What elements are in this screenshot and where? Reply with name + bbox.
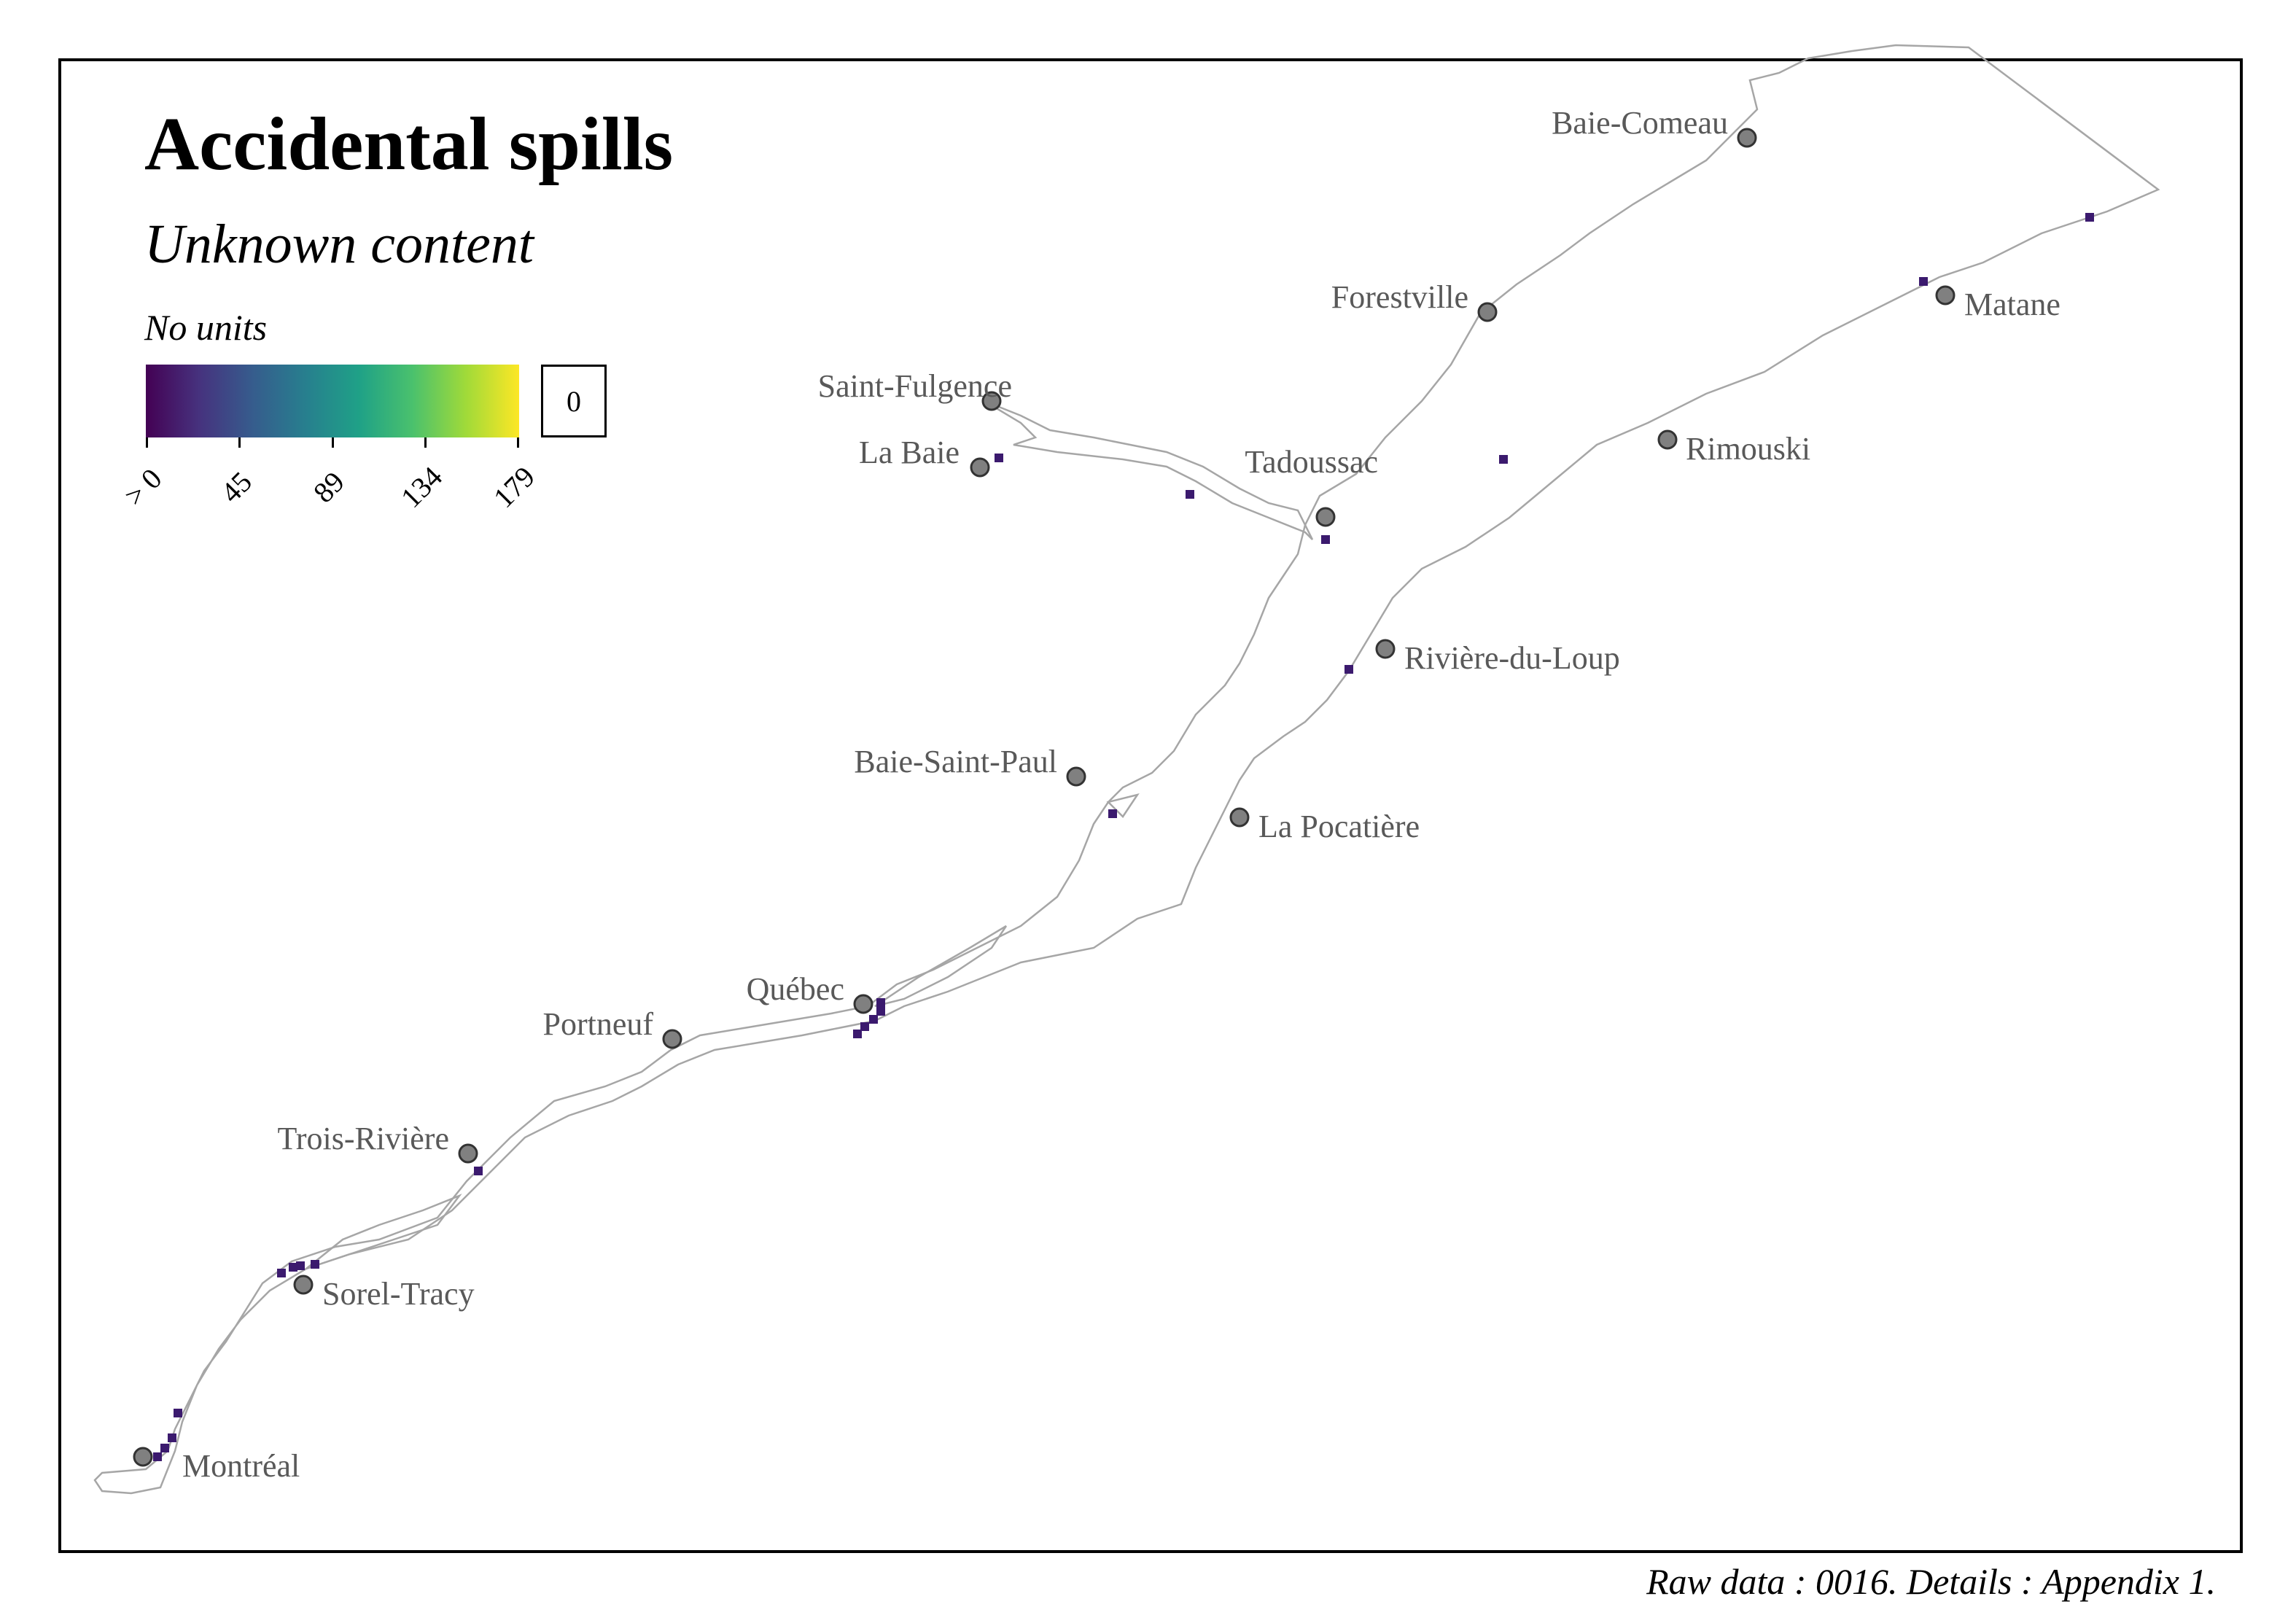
spill-cell bbox=[1321, 535, 1330, 544]
spill-cell bbox=[311, 1260, 319, 1269]
city-marker bbox=[1229, 807, 1250, 828]
city-marker bbox=[662, 1029, 682, 1049]
legend-tick bbox=[517, 437, 519, 448]
legend-units-label: No units bbox=[144, 307, 268, 348]
legend-tick bbox=[424, 437, 427, 448]
spill-cell bbox=[174, 1409, 182, 1417]
map-subtitle: Unknown content bbox=[144, 214, 534, 275]
city-marker bbox=[1315, 507, 1336, 527]
spill-cell bbox=[853, 1030, 862, 1038]
city-label: Montréal bbox=[182, 1448, 300, 1484]
city-marker bbox=[1657, 429, 1678, 450]
spill-cell bbox=[474, 1167, 483, 1175]
spill-cell bbox=[168, 1433, 176, 1442]
city-label: Baie-Saint-Paul bbox=[854, 744, 1057, 779]
spill-cell bbox=[1919, 277, 1928, 286]
spill-cell bbox=[277, 1269, 286, 1277]
city-marker bbox=[458, 1143, 478, 1164]
city-marker bbox=[970, 457, 990, 478]
city-marker bbox=[1066, 766, 1086, 787]
city-label: Tadoussac bbox=[1245, 444, 1378, 480]
spill-cell bbox=[995, 454, 1003, 462]
spill-cell bbox=[876, 1007, 885, 1016]
city-label: Québec bbox=[747, 971, 844, 1007]
city-marker bbox=[1935, 285, 1956, 306]
city-label: Baie-Comeau bbox=[1552, 105, 1728, 141]
ile-d-orleans bbox=[874, 925, 1008, 1008]
map-title: Accidental spills bbox=[144, 102, 674, 186]
city-marker bbox=[1737, 128, 1757, 148]
saguenay-fjord bbox=[984, 400, 1314, 540]
legend-tick bbox=[146, 437, 148, 448]
city-marker bbox=[133, 1447, 153, 1467]
spill-cell bbox=[289, 1263, 297, 1272]
city-marker bbox=[1375, 639, 1396, 659]
city-marker bbox=[293, 1275, 314, 1295]
city-label: Rivière-du-Loup bbox=[1404, 640, 1620, 676]
legend-zero-box: 0 bbox=[541, 365, 607, 437]
city-label: Trois-Rivière bbox=[278, 1121, 450, 1156]
legend-color-ramp bbox=[146, 365, 519, 437]
map-frame bbox=[58, 58, 2243, 1553]
spill-cell bbox=[1108, 809, 1117, 818]
city-label: Sorel-Tracy bbox=[322, 1276, 475, 1312]
city-marker bbox=[1477, 302, 1498, 322]
spill-cell bbox=[1186, 490, 1194, 499]
map-caption: Raw data : 0016. Details : Appendix 1. bbox=[1646, 1561, 2216, 1602]
city-label: La Pocatière bbox=[1258, 809, 1420, 844]
spill-cell bbox=[2085, 213, 2094, 222]
spill-cells bbox=[153, 213, 2094, 1461]
spill-cell bbox=[869, 1015, 878, 1024]
spill-cell bbox=[153, 1452, 162, 1461]
city-marker bbox=[853, 994, 873, 1014]
legend-tick bbox=[332, 437, 334, 448]
city-label: La Baie bbox=[859, 435, 960, 470]
lake-saint-pierre bbox=[306, 1194, 462, 1270]
city-label: Saint-Fulgence bbox=[818, 368, 1012, 404]
spill-cell bbox=[876, 998, 885, 1007]
spill-cell bbox=[1344, 665, 1353, 674]
city-label: Rimouski bbox=[1686, 431, 1810, 467]
city-label: Matane bbox=[1964, 287, 2060, 322]
river-north-bank bbox=[93, 44, 2160, 1495]
spill-cell bbox=[860, 1022, 869, 1031]
legend-tick bbox=[238, 437, 241, 448]
legend-zero-label: 0 bbox=[567, 384, 581, 418]
spill-cell bbox=[160, 1444, 169, 1452]
spill-cell bbox=[1499, 455, 1508, 464]
city-markers: Baie-Comeau Forestville Matane Saint-Fulgen… bbox=[133, 105, 2060, 1484]
spill-cell bbox=[296, 1261, 305, 1270]
city-marker bbox=[981, 391, 1002, 411]
city-label: Forestville bbox=[1331, 279, 1468, 315]
city-label: Portneuf bbox=[542, 1006, 653, 1042]
